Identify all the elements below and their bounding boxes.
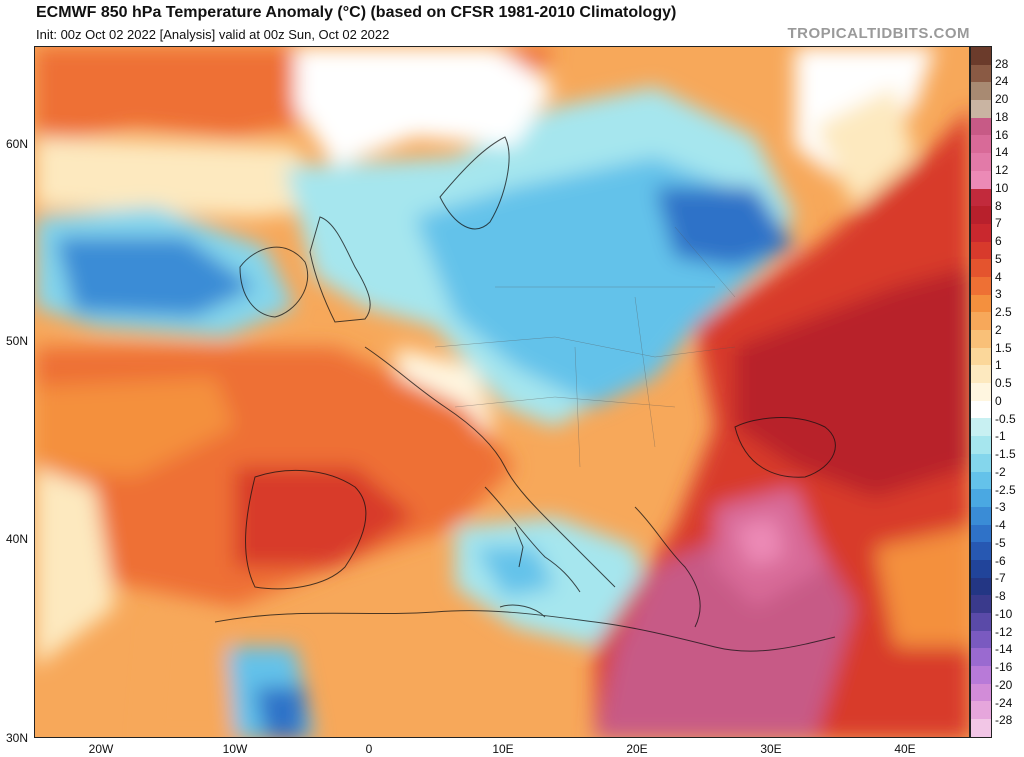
colorbar-swatch xyxy=(971,223,991,242)
colorbar-swatch xyxy=(971,188,991,207)
coastline-lines xyxy=(214,136,836,652)
border-lines xyxy=(434,226,736,468)
colorbar-swatch xyxy=(971,436,991,454)
colorbar-label: -10 xyxy=(995,606,1013,621)
colorbar-label: 18 xyxy=(995,109,1009,124)
colorbar-label: 8 xyxy=(995,198,1002,213)
colorbar-swatch xyxy=(971,683,991,702)
colorbar xyxy=(970,46,992,738)
lat-label-50n: 50N xyxy=(5,334,28,348)
colorbar-swatch xyxy=(971,117,991,136)
colorbar-swatch xyxy=(971,418,991,437)
colorbar-swatch xyxy=(971,701,991,720)
colorbar-label: -2 xyxy=(995,464,1006,479)
colorbar-swatch xyxy=(971,400,991,419)
colorbar-swatch xyxy=(971,453,991,472)
colorbar-label: -2.5 xyxy=(995,482,1016,497)
lat-label-60n: 60N xyxy=(5,137,28,151)
colorbar-swatch xyxy=(971,524,991,543)
lat-label-30n: 30N xyxy=(5,731,28,745)
chart-title: ECMWF 850 hPa Temperature Anomaly (°C) (… xyxy=(36,4,677,21)
colorbar-label: 14 xyxy=(995,145,1009,160)
colorbar-label: -6 xyxy=(995,553,1006,568)
colorbar-swatch xyxy=(971,559,991,578)
colorbar-label: 5 xyxy=(995,251,1002,266)
init-valid-subtitle: Init: 00z Oct 02 2022 [Analysis] valid a… xyxy=(36,27,390,42)
colorbar-swatch xyxy=(971,206,991,224)
colorbar-swatch xyxy=(971,276,991,295)
colorbar-swatch xyxy=(971,170,991,189)
colorbar-label: -14 xyxy=(995,642,1013,657)
colorbar-label: 0.5 xyxy=(995,376,1012,391)
colorbar-swatch xyxy=(971,542,991,560)
lon-label-40e: 40E xyxy=(894,742,916,756)
colorbar-label: 24 xyxy=(995,74,1009,89)
colorbar-swatch xyxy=(971,47,991,65)
colorbar-label: 16 xyxy=(995,127,1009,142)
colorbar-label: -1 xyxy=(995,429,1006,444)
colorbar-label: 3 xyxy=(995,287,1002,302)
colorbar-swatch xyxy=(971,666,991,684)
colorbar-label: -28 xyxy=(995,713,1013,728)
colorbar-labels: 28 24 20 18 16 14 12 10 8 7 6 5 4 3 2.5 2 1.5 1 0.5 0 -0.5 -1… xyxy=(995,46,1024,738)
colorbar-swatch xyxy=(971,630,991,649)
colorbar-label: -5 xyxy=(995,535,1006,550)
anomaly-map[interactable] xyxy=(34,46,970,738)
colorbar-swatch xyxy=(971,294,991,313)
colorbar-swatch xyxy=(971,506,991,525)
colorbar-label: -3 xyxy=(995,500,1006,515)
lon-label-20w: 20W xyxy=(88,742,114,756)
colorbar-label: -0.5 xyxy=(995,411,1016,426)
colorbar-label: 0 xyxy=(995,393,1002,408)
colorbar-swatch xyxy=(971,64,991,83)
lon-label-20e: 20E xyxy=(626,742,648,756)
colorbar-label: -1.5 xyxy=(995,447,1016,462)
colorbar-swatch xyxy=(971,135,991,154)
colorbar-label: -8 xyxy=(995,589,1006,604)
colorbar-swatch xyxy=(971,577,991,596)
colorbar-swatch xyxy=(971,347,991,366)
colorbar-label: -7 xyxy=(995,571,1006,586)
lon-label-10e: 10E xyxy=(492,742,514,756)
colorbar-label: 4 xyxy=(995,269,1002,284)
colorbar-label: 6 xyxy=(995,234,1002,249)
colorbar-swatch xyxy=(971,100,991,118)
colorbar-swatch xyxy=(971,365,991,384)
colorbar-label: -20 xyxy=(995,677,1013,692)
colorbar-label: 12 xyxy=(995,163,1009,178)
colorbar-swatch xyxy=(971,595,991,613)
colorbar-swatch xyxy=(971,241,991,260)
colorbar-swatch xyxy=(971,648,991,667)
lon-label-10w: 10W xyxy=(222,742,248,756)
colorbar-label: 1.5 xyxy=(995,340,1012,355)
colorbar-swatch xyxy=(971,259,991,277)
lat-label-40n: 40N xyxy=(5,532,28,546)
colorbar-swatch xyxy=(971,489,991,507)
colorbar-label: -4 xyxy=(995,518,1006,533)
colorbar-swatch xyxy=(971,153,991,171)
colorbar-label: 2.5 xyxy=(995,305,1012,320)
colorbar-label: -24 xyxy=(995,695,1013,710)
colorbar-label: 2 xyxy=(995,322,1002,337)
colorbar-label: 20 xyxy=(995,92,1009,107)
lon-label-0: 0 xyxy=(365,742,373,756)
colorbar-label: -16 xyxy=(995,660,1013,675)
colorbar-label: -12 xyxy=(995,624,1013,639)
colorbar-swatch xyxy=(971,312,991,330)
colorbar-swatch xyxy=(971,613,991,631)
colorbar-swatch xyxy=(971,471,991,490)
brand-watermark: TROPICALTIDBITS.COM xyxy=(787,25,970,42)
colorbar-swatch xyxy=(971,383,991,401)
colorbar-swatch xyxy=(971,82,991,101)
colorbar-label: 7 xyxy=(995,216,1002,231)
colorbar-swatch xyxy=(971,330,991,348)
map-canvas xyxy=(35,47,969,737)
colorbar-label: 28 xyxy=(995,56,1009,71)
colorbar-swatch xyxy=(971,719,991,737)
colorbar-label: 10 xyxy=(995,180,1009,195)
lon-label-30e: 30E xyxy=(760,742,782,756)
colorbar-label: 1 xyxy=(995,358,1002,373)
